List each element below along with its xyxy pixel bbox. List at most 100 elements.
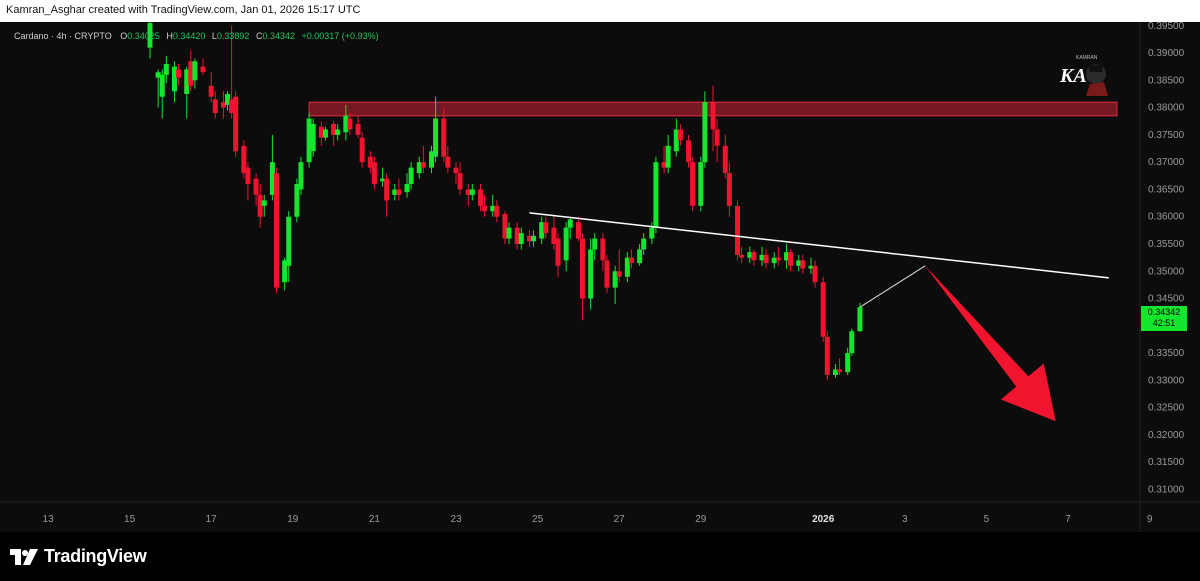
chart-area[interactable]: 0.39500 0.39000 0.38500 0.38000 0.37500 0.370… — [0, 22, 1200, 532]
candle[interactable] — [714, 118, 720, 163]
projection-line[interactable] — [859, 265, 926, 308]
bearish-projection-arrow[interactable] — [925, 265, 1056, 422]
candle[interactable] — [698, 156, 704, 212]
candle[interactable] — [677, 124, 683, 146]
candle[interactable] — [429, 145, 435, 174]
candle[interactable] — [531, 230, 537, 247]
candle[interactable] — [575, 216, 581, 242]
candle[interactable] — [212, 91, 218, 119]
candle[interactable] — [579, 233, 585, 321]
candle[interactable] — [253, 173, 259, 206]
candle[interactable] — [163, 55, 169, 84]
candle[interactable] — [392, 184, 398, 201]
candle[interactable] — [751, 249, 757, 266]
candle[interactable] — [641, 233, 647, 255]
candle[interactable] — [543, 216, 549, 239]
candle[interactable] — [702, 91, 708, 168]
candle[interactable] — [396, 178, 402, 201]
candle[interactable] — [171, 61, 177, 103]
candle[interactable] — [273, 167, 279, 294]
candle[interactable] — [286, 211, 292, 283]
candle[interactable] — [722, 134, 728, 179]
candle[interactable] — [747, 246, 753, 264]
candle[interactable] — [220, 91, 226, 119]
candle[interactable] — [771, 252, 777, 269]
candle[interactable] — [506, 222, 512, 244]
descending-trendline[interactable] — [529, 212, 1109, 279]
candle[interactable] — [294, 178, 300, 223]
candle[interactable] — [465, 184, 471, 206]
candle[interactable] — [588, 238, 594, 310]
candle[interactable] — [208, 72, 214, 103]
candle[interactable] — [335, 124, 341, 141]
candle[interactable] — [176, 64, 182, 86]
candle[interactable] — [371, 156, 377, 190]
candle[interactable] — [469, 184, 475, 201]
candle[interactable] — [604, 254, 610, 294]
candle[interactable] — [837, 358, 843, 375]
candle[interactable] — [188, 50, 194, 92]
candle[interactable] — [225, 91, 231, 111]
candle[interactable] — [857, 302, 863, 332]
candle[interactable] — [192, 58, 198, 89]
candle[interactable] — [200, 58, 206, 75]
candle[interactable] — [661, 145, 667, 174]
candle[interactable] — [502, 211, 508, 244]
candle[interactable] — [298, 156, 304, 195]
candle[interactable] — [433, 96, 439, 163]
candle[interactable] — [490, 194, 496, 217]
candle[interactable] — [282, 257, 288, 291]
candle[interactable] — [849, 328, 855, 356]
candle[interactable] — [355, 115, 361, 138]
candle[interactable] — [796, 254, 802, 272]
candle[interactable] — [649, 222, 655, 244]
candle[interactable] — [653, 156, 659, 234]
candle[interactable] — [359, 132, 365, 168]
candle[interactable] — [306, 113, 312, 168]
candle[interactable] — [726, 162, 732, 217]
candle[interactable] — [155, 69, 161, 108]
candle[interactable] — [384, 173, 390, 217]
candle[interactable] — [628, 249, 634, 269]
candle[interactable] — [241, 140, 247, 179]
candlestick-chart[interactable]: 0.39500 0.39000 0.38500 0.38000 0.37500 0.370… — [0, 22, 1200, 532]
candle[interactable] — [318, 121, 324, 146]
candle[interactable] — [567, 216, 573, 239]
candle[interactable] — [616, 249, 622, 283]
candle[interactable] — [800, 254, 806, 274]
candle[interactable] — [257, 184, 263, 228]
candle[interactable] — [600, 233, 606, 272]
candle[interactable] — [184, 66, 190, 119]
candle[interactable] — [763, 249, 769, 269]
candle[interactable] — [673, 118, 679, 157]
candle[interactable] — [686, 134, 692, 168]
candle[interactable] — [441, 107, 447, 163]
candle[interactable] — [775, 246, 781, 266]
candle[interactable] — [343, 104, 349, 141]
candle[interactable] — [310, 118, 316, 157]
tradingview-brand[interactable]: TradingView — [10, 546, 147, 567]
candle[interactable] — [269, 134, 275, 201]
candle[interactable] — [690, 156, 696, 212]
candle[interactable] — [759, 246, 765, 266]
candle[interactable] — [380, 167, 386, 187]
candle[interactable] — [832, 364, 838, 378]
candle[interactable] — [445, 145, 451, 174]
candle[interactable] — [159, 69, 165, 119]
candle[interactable] — [551, 216, 557, 250]
candle[interactable] — [808, 257, 814, 274]
candle[interactable] — [555, 233, 561, 277]
candle[interactable] — [347, 113, 353, 135]
candle[interactable] — [783, 244, 789, 269]
candle[interactable] — [812, 260, 818, 288]
candle[interactable] — [233, 91, 239, 157]
candle[interactable] — [518, 227, 524, 250]
candle[interactable] — [735, 200, 741, 261]
candle[interactable] — [612, 265, 618, 304]
candle[interactable] — [245, 162, 251, 201]
candle[interactable] — [820, 276, 826, 343]
candle[interactable] — [592, 233, 598, 261]
candle[interactable] — [845, 347, 851, 375]
candle[interactable] — [147, 22, 153, 59]
candle[interactable] — [404, 173, 410, 198]
